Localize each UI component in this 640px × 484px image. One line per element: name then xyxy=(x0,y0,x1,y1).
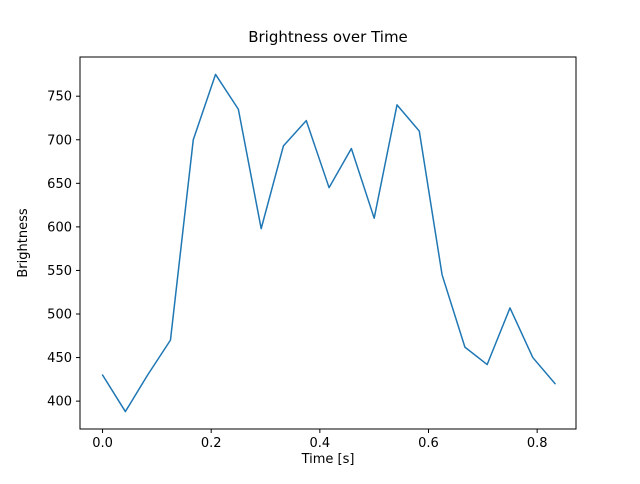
y-tick-label: 700 xyxy=(47,133,72,148)
y-tick-label: 600 xyxy=(47,220,72,235)
y-tick-label: 650 xyxy=(47,177,72,192)
y-tick-label: 550 xyxy=(47,264,72,279)
y-tick-label: 450 xyxy=(47,351,72,366)
y-axis-label: Brightness xyxy=(16,208,31,277)
x-tick-label: 0.2 xyxy=(201,436,222,451)
x-axis-label: Time [s] xyxy=(301,452,355,467)
x-tick-label: 0.8 xyxy=(527,436,548,451)
y-tick-label: 500 xyxy=(47,308,72,323)
chart-title: Brightness over Time xyxy=(248,28,408,46)
axes-spines xyxy=(79,56,577,430)
x-tick-label: 0.6 xyxy=(418,436,439,451)
x-tick-label: 0.4 xyxy=(310,436,331,451)
brightness-series-line xyxy=(101,73,556,413)
y-tick-label: 400 xyxy=(47,395,72,410)
y-tick-label: 750 xyxy=(47,90,72,105)
x-tick-label: 0.0 xyxy=(92,436,113,451)
